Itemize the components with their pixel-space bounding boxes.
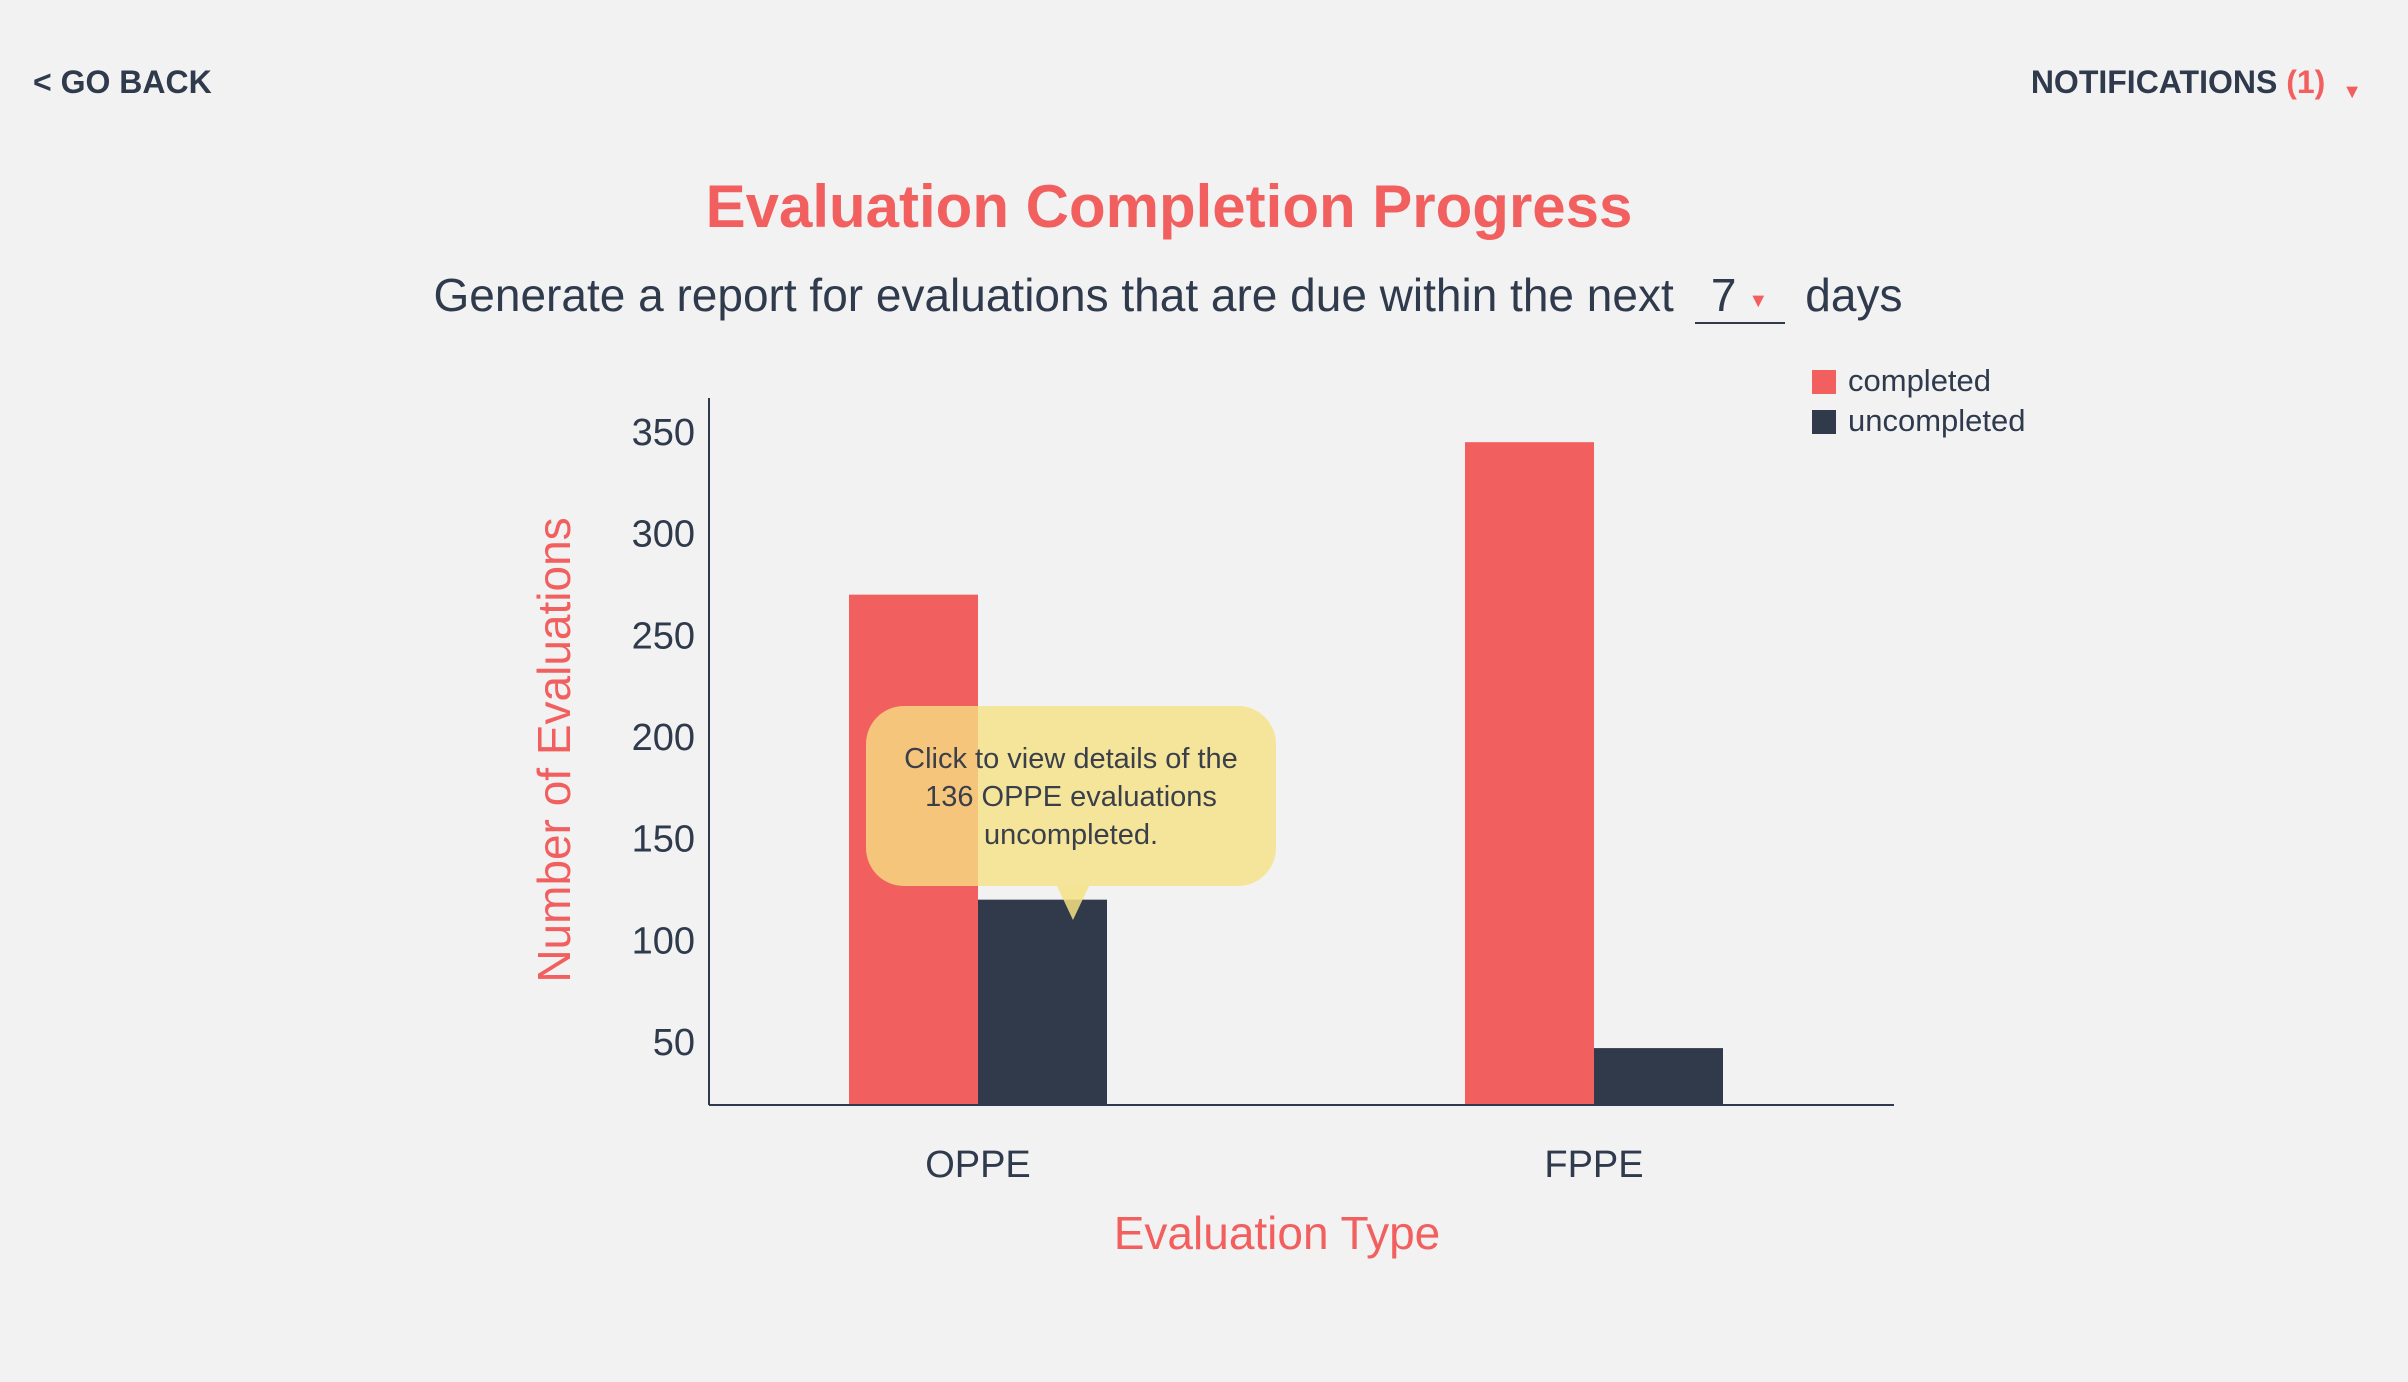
x-category-label: OPPE [925, 1144, 1031, 1186]
y-tick-label: 100 [632, 920, 695, 962]
legend-swatch-uncompleted [1812, 410, 1836, 434]
tooltip-pointer [1057, 886, 1089, 920]
tooltip-uncompleted-details[interactable]: Click to view details of the 136 OPPE ev… [866, 706, 1276, 886]
bar-fppe-uncompleted[interactable] [1594, 1048, 1723, 1105]
y-tick-label: 50 [653, 1022, 695, 1064]
chevron-down-icon: ▼ [2342, 81, 2362, 103]
y-tick-label: 250 [632, 615, 695, 657]
chevron-down-icon: ▼ [1748, 290, 1769, 312]
legend: completed uncompleted [1812, 363, 2026, 438]
y-tick-labels: 50 100 150 200 250 300 350 [632, 412, 695, 1064]
report-subtitle: Generate a report for evaluations that a… [0, 268, 2336, 324]
y-tick-label: 300 [632, 514, 695, 556]
x-category-label: FPPE [1544, 1144, 1643, 1186]
subtitle-prefix: Generate a report for evaluations that a… [433, 269, 1674, 321]
notifications-count: (1) [2286, 64, 2326, 100]
x-category-labels: OPPE FPPE [925, 1144, 1643, 1186]
notifications-label: NOTIFICATIONS [2030, 64, 2278, 100]
x-axis-title: Evaluation Type [1114, 1207, 1441, 1259]
y-tick-label: 200 [632, 717, 695, 759]
y-tick-label: 150 [632, 819, 695, 861]
legend-label-uncompleted: uncompleted [1848, 403, 2026, 438]
bar-oppe-uncompleted[interactable] [978, 899, 1107, 1105]
legend-swatch-completed [1812, 370, 1836, 394]
y-tick-label: 350 [632, 412, 695, 454]
y-axis-title: Number of Evaluations [528, 517, 580, 982]
subtitle-suffix: days [1805, 269, 1903, 321]
days-select-value: 7 [1710, 269, 1737, 321]
page-title: Evaluation Completion Progress [705, 173, 1633, 240]
go-back-link[interactable]: < GO BACK [33, 64, 212, 100]
notifications-menu[interactable]: NOTIFICATIONS (1) ▼ [2030, 64, 2362, 103]
days-select[interactable]: 7 ▼ [1694, 268, 1785, 324]
legend-label-completed: completed [1848, 363, 1991, 398]
bar-fppe-completed[interactable] [1465, 442, 1594, 1106]
